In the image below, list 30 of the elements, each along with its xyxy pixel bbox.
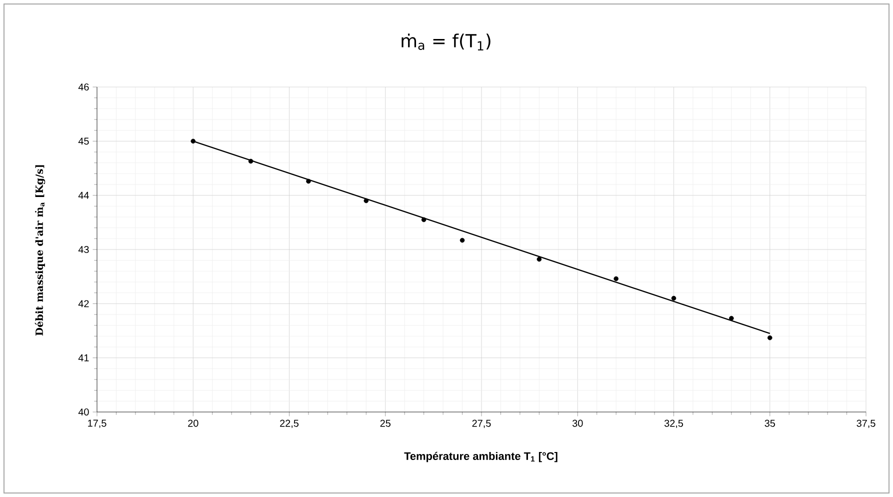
chart-title: ṁ$_{a}$ = f(T$_{1}$) — [402, 34, 490, 50]
x-axis-title: Température ambiante T$_{1}$ [°C] — [404, 452, 558, 462]
point — [767, 335, 772, 340]
point — [460, 238, 465, 243]
y-tick-label: 45 — [78, 138, 89, 145]
x-tick-label: 37,5 — [856, 420, 876, 428]
point — [671, 296, 676, 301]
y-tick-label: 41 — [78, 354, 89, 362]
y-tick-label: 46 — [78, 83, 89, 91]
point — [536, 256, 542, 262]
point — [729, 316, 734, 321]
x-tick-label: 35 — [764, 420, 776, 427]
point — [190, 138, 196, 144]
x-tick-label: 32,5 — [664, 420, 684, 428]
y-tick-label: 43 — [78, 246, 89, 254]
point — [421, 217, 426, 222]
y-tick-label: 44 — [78, 192, 89, 199]
x-tick-label: 30 — [572, 420, 583, 427]
x-tick-label: 25 — [380, 420, 390, 427]
point — [306, 178, 311, 184]
y-tick-label: 40 — [78, 408, 89, 416]
x-tick-label: 20 — [188, 420, 198, 427]
x-tick-label: 17,5 — [88, 420, 106, 428]
point — [364, 198, 369, 204]
y-axis-title: Débit massique d'air ṁ$_{a}$ [Kg/s] — [34, 165, 46, 336]
x-tick-label: 27,5 — [472, 420, 491, 428]
x-tick-label: 22,5 — [280, 420, 299, 428]
point — [614, 276, 618, 282]
y-tick-label: 42 — [78, 300, 89, 308]
point — [248, 158, 254, 164]
